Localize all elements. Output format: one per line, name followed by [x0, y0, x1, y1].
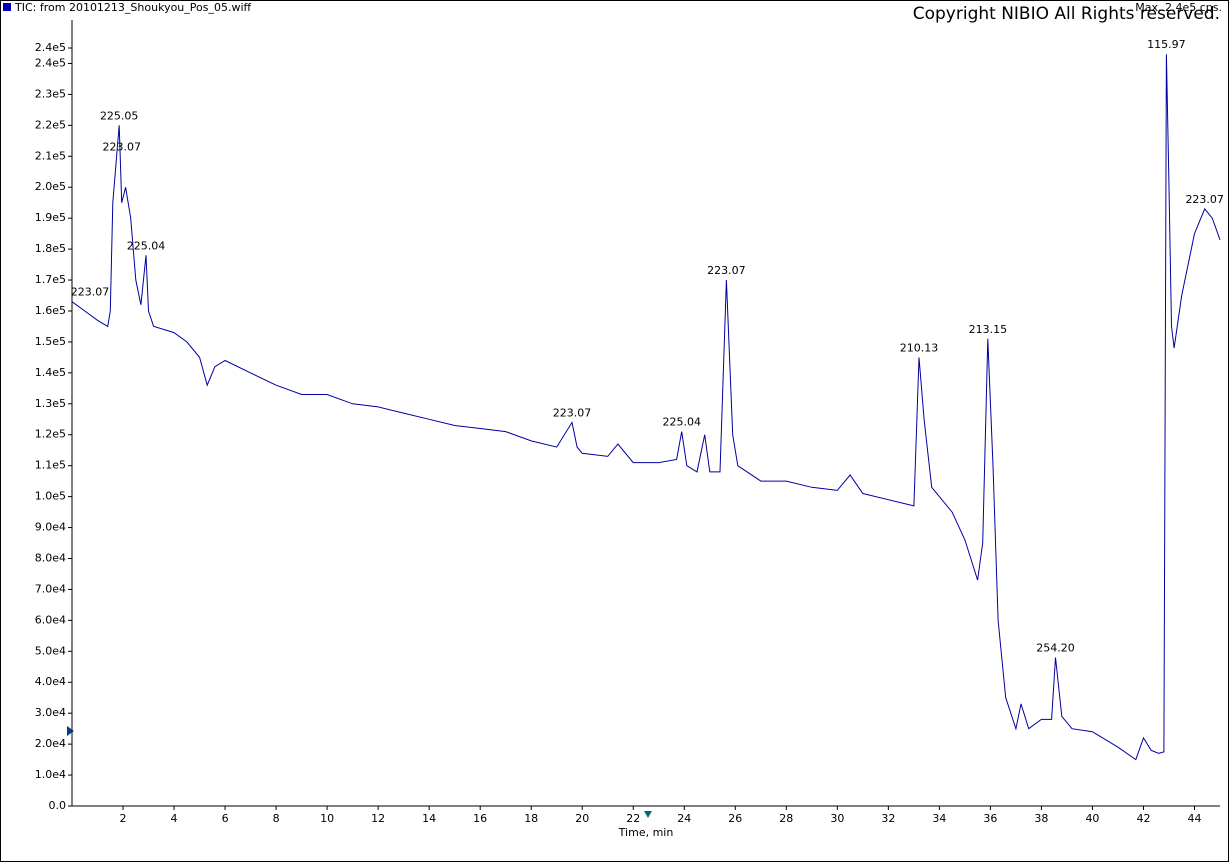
- x-tick-label: 26: [728, 812, 742, 825]
- x-tick-label: 20: [575, 812, 589, 825]
- y-tick-label: 1.7e5: [35, 273, 66, 286]
- peak-label: 225.04: [127, 239, 166, 252]
- y-tick-label: 2.0e5: [35, 180, 66, 193]
- y-tick-label: 1.4e5: [35, 366, 66, 379]
- x-tick-label: 16: [473, 812, 487, 825]
- x-tick-label: 10: [320, 812, 334, 825]
- peak-label: 210.13: [900, 341, 939, 354]
- marker: [644, 811, 652, 818]
- x-tick-label: 44: [1187, 812, 1201, 825]
- legend-swatch: [3, 3, 11, 11]
- x-tick-label: 6: [222, 812, 229, 825]
- x-tick-label: 24: [677, 812, 691, 825]
- x-tick-label: 36: [983, 812, 997, 825]
- y-tick-label: 1.5e5: [35, 335, 66, 348]
- y-tick-label: 1.0e4: [35, 768, 66, 781]
- x-tick-label: 14: [422, 812, 436, 825]
- y-tick-label: 5.0e4: [35, 644, 66, 657]
- y-tick-label: 7.0e4: [35, 582, 66, 595]
- x-tick-label: 8: [273, 812, 280, 825]
- y-tick-label: 2.2e5: [35, 118, 66, 131]
- x-tick-label: 12: [371, 812, 385, 825]
- y-tick-label: 0.0: [49, 799, 67, 812]
- trace: [71, 54, 1221, 761]
- y-tick-label: 2.0e4: [35, 737, 66, 750]
- x-tick-label: 28: [779, 812, 793, 825]
- peak-label: 223.07: [1185, 193, 1224, 206]
- y-tick-label: 2.4e5: [35, 56, 66, 69]
- peak-label: 115.97: [1147, 38, 1186, 51]
- y-tick-label: 2.3e5: [35, 87, 66, 100]
- peak-label: 223.07: [707, 264, 746, 277]
- x-tick-label: 42: [1136, 812, 1150, 825]
- y-tick-label: 3.0e4: [35, 706, 66, 719]
- peak-label: 223.07: [553, 406, 592, 419]
- y-tick-label: 1.0e5: [35, 490, 66, 503]
- x-tick-label: 30: [830, 812, 844, 825]
- y-tick-label: 9.0e4: [35, 521, 66, 534]
- x-tick-label: 22: [626, 812, 640, 825]
- y-tick-label: 1.2e5: [35, 428, 66, 441]
- x-tick-label: 4: [171, 812, 178, 825]
- x-tick-label: 40: [1085, 812, 1099, 825]
- peak-label: 225.04: [662, 416, 701, 429]
- marker: [67, 726, 74, 736]
- y-tick-label: 2.4e5: [35, 41, 66, 54]
- y-tick-label: 1.9e5: [35, 211, 66, 224]
- x-axis-label: Time, min: [618, 826, 674, 839]
- peak-label: 254.20: [1036, 641, 1075, 654]
- peak-label: 223.07: [102, 140, 141, 153]
- x-tick-label: 2: [120, 812, 127, 825]
- y-tick-label: 1.1e5: [35, 459, 66, 472]
- y-tick-label: 8.0e4: [35, 551, 66, 564]
- x-tick-label: 18: [524, 812, 538, 825]
- y-tick-label: 1.8e5: [35, 242, 66, 255]
- y-tick-label: 1.3e5: [35, 397, 66, 410]
- peak-label: 223.07: [71, 286, 110, 299]
- x-tick-label: 38: [1034, 812, 1048, 825]
- y-tick-label: 2.1e5: [35, 149, 66, 162]
- peak-label: 213.15: [969, 323, 1008, 336]
- y-tick-label: 6.0e4: [35, 613, 66, 626]
- y-tick-label: 4.0e4: [35, 675, 66, 688]
- x-tick-label: 32: [881, 812, 895, 825]
- peak-label: 225.05: [100, 109, 139, 122]
- chart-title: TIC: from 20101213_Shoukyou_Pos_05.wiff: [14, 1, 252, 14]
- y-tick-label: 1.6e5: [35, 304, 66, 317]
- x-tick-label: 34: [932, 812, 946, 825]
- copyright: Copyright NIBIO All Rights reserved.: [913, 4, 1220, 24]
- max-label: Max. 2.4e5 cps.: [1135, 1, 1222, 14]
